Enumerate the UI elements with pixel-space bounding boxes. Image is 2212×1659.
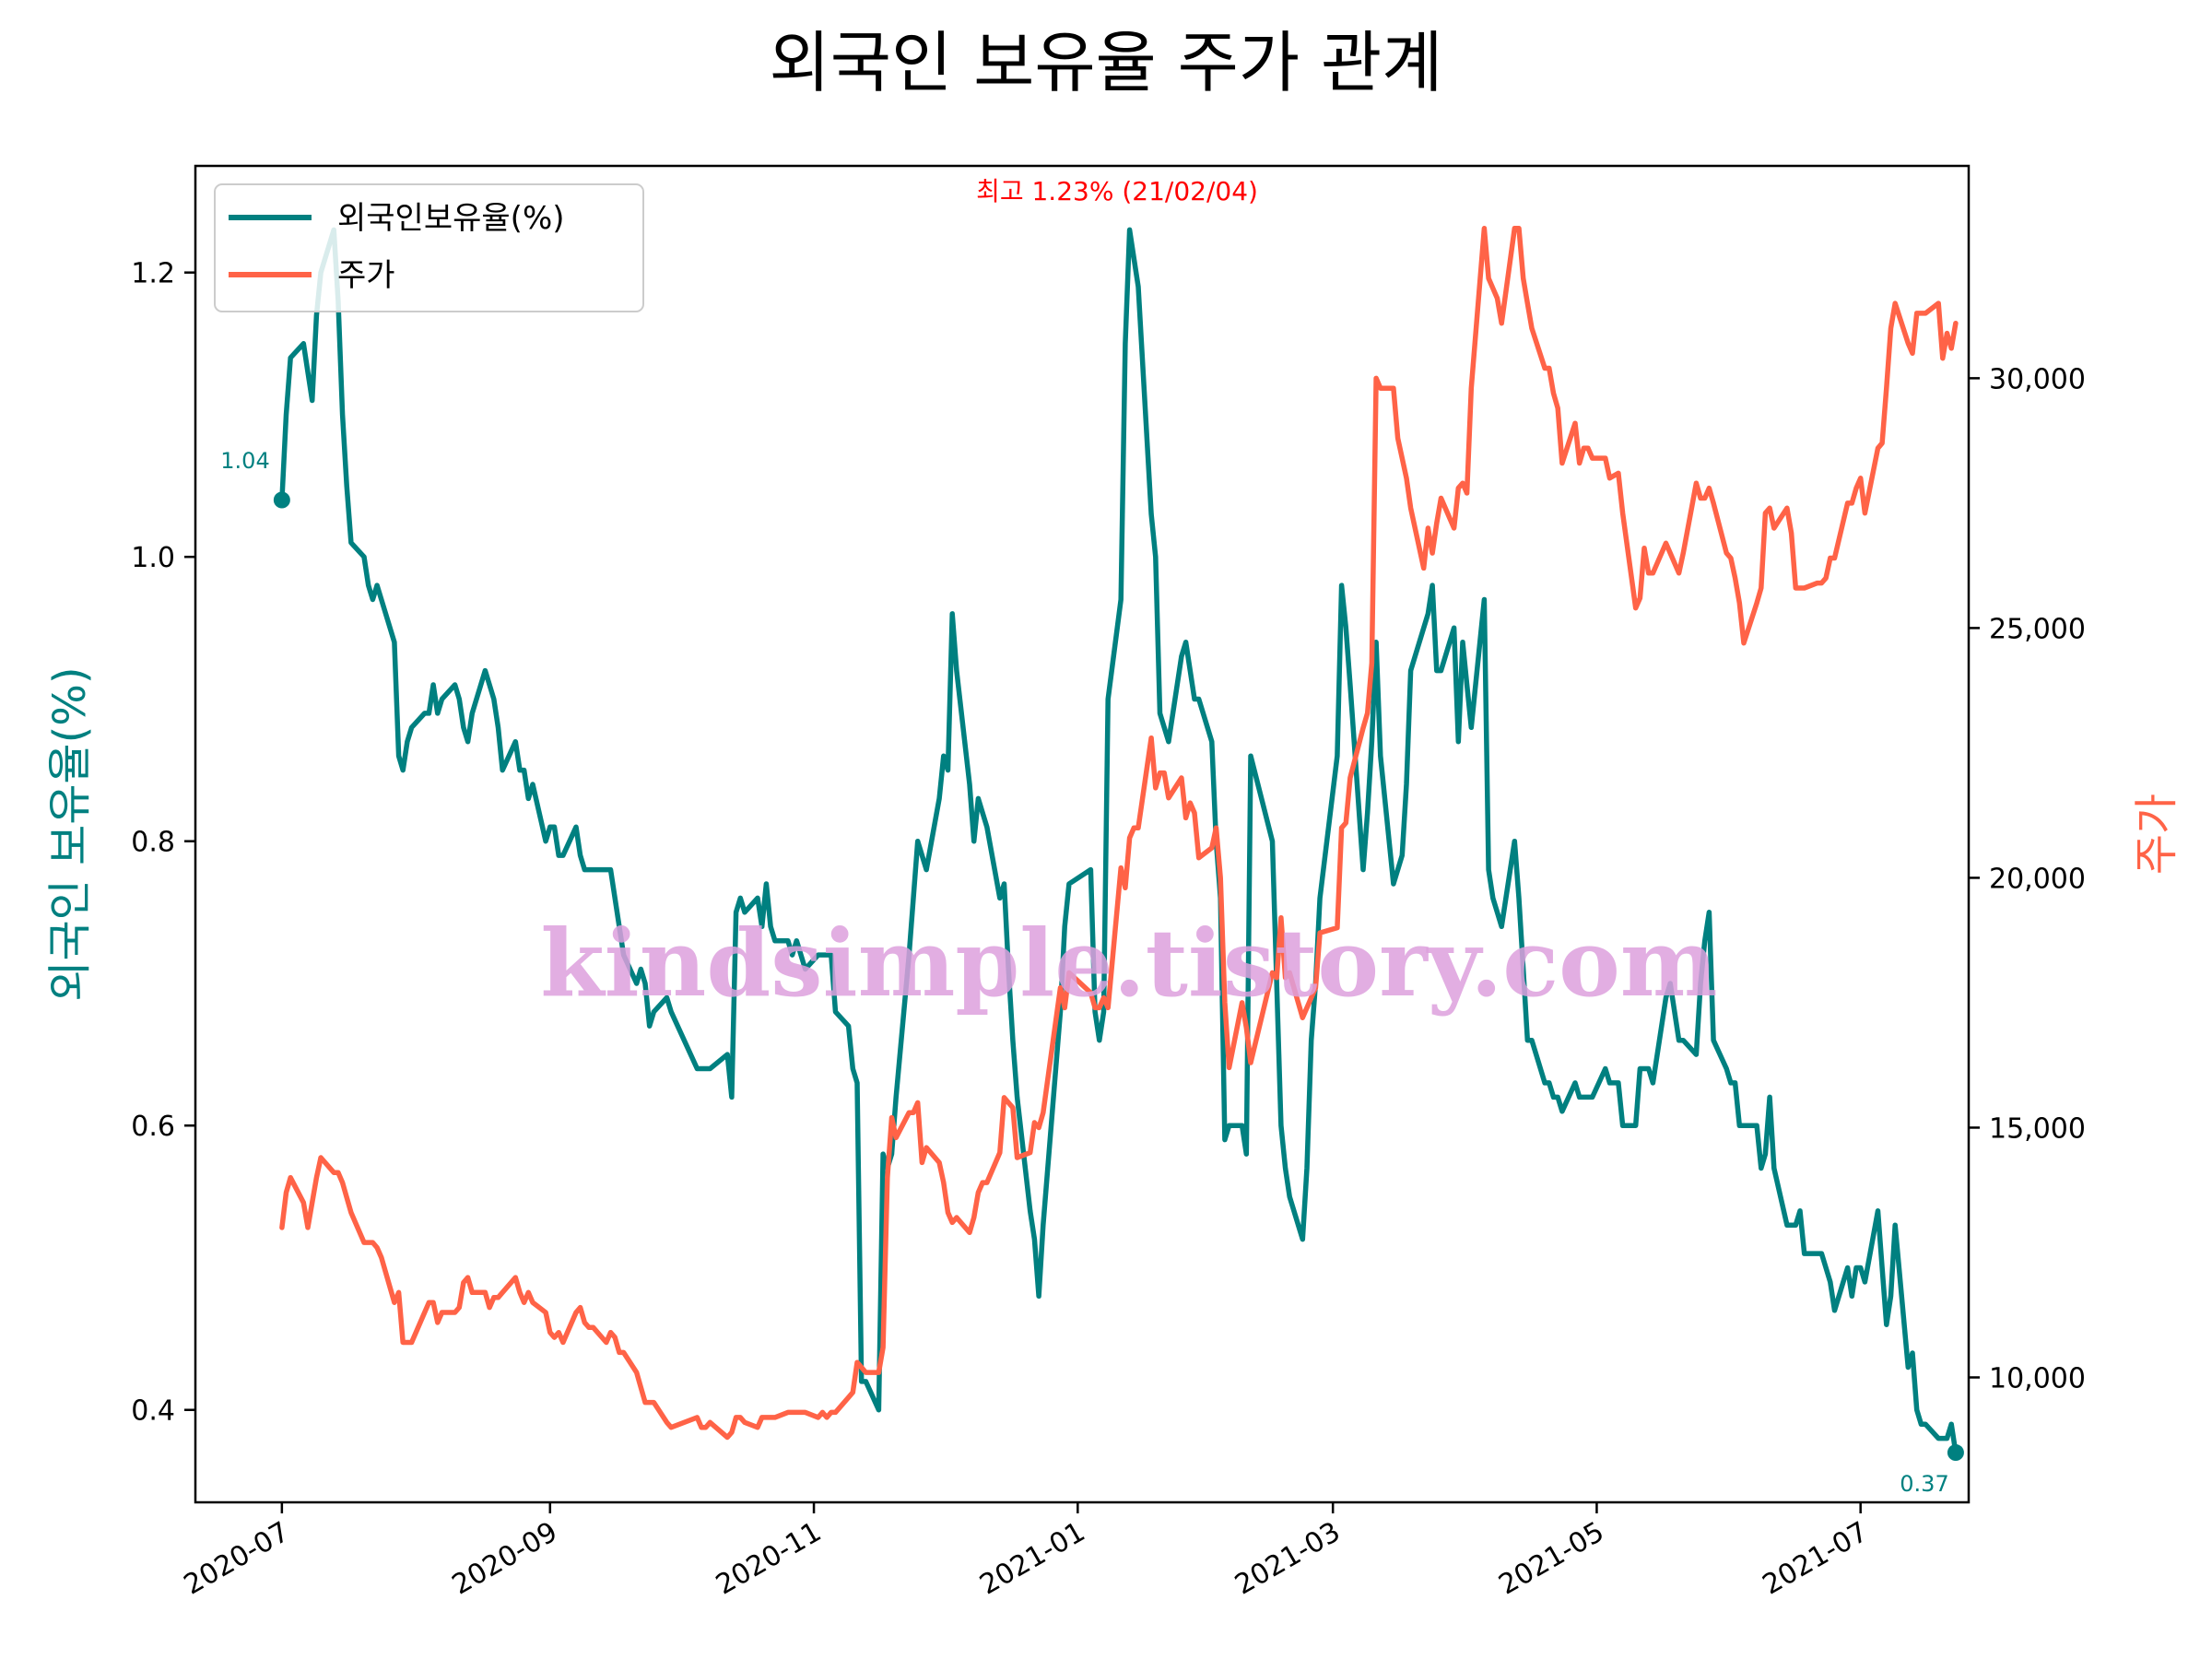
marker-layer [273, 491, 1964, 1462]
end-point-marker [1947, 1444, 1964, 1462]
x-tick-label: 2021-03 [1230, 1516, 1346, 1602]
right-axis-label: 주가 [2131, 794, 2183, 875]
max-value-label: 최고 1.23% (21/02/04) [976, 176, 1258, 206]
start-point-marker [273, 491, 290, 509]
left-tick-label: 0.6 [131, 1111, 175, 1143]
legend-label-holding: 외국인보유율(%) [337, 200, 565, 237]
plot-frame [194, 164, 1971, 1504]
plot-area-border [194, 164, 1971, 1504]
x-tick-label: 2021-07 [1758, 1516, 1874, 1602]
right-tick-label: 20,000 [1989, 863, 2086, 895]
start-value-label: 1.04 [220, 448, 269, 474]
chart-title: 외국인 보유율 주가 관계 [769, 24, 1442, 101]
x-tick-label: 2020-11 [711, 1516, 827, 1602]
legend-label-price: 주가 [337, 257, 395, 294]
x-axis-ticks: 2020-07 2020-09 2020-11 2021-01 2021-03 2021-… [179, 1502, 1874, 1602]
left-axis-ticks: 0.4 0.6 0.8 1.0 1.2 [131, 258, 195, 1428]
left-tick-label: 1.0 [131, 542, 175, 574]
x-tick-label: 2020-07 [179, 1516, 295, 1602]
watermark: kindsimple.tistory.com [540, 909, 1717, 1018]
right-axis-ticks: 10,000 15,000 20,000 25,000 30,000 [1969, 363, 2086, 1394]
right-tick-label: 30,000 [1989, 363, 2086, 395]
left-tick-label: 1.2 [131, 258, 175, 290]
x-tick-label: 2021-01 [974, 1516, 1090, 1602]
right-tick-label: 25,000 [1989, 613, 2086, 645]
right-tick-label: 10,000 [1989, 1362, 2086, 1394]
left-axis-label: 외국인 보유율(%) [44, 666, 96, 1001]
x-tick-label: 2021-05 [1493, 1516, 1609, 1602]
legend-box [214, 183, 644, 312]
left-tick-label: 0.4 [131, 1395, 175, 1428]
series-layer [279, 226, 1959, 1455]
end-value-label: 0.37 [1900, 1471, 1948, 1497]
legend: 외국인보유율(%) 주가 [214, 183, 644, 312]
right-tick-label: 15,000 [1989, 1112, 2086, 1145]
series-line-holding [279, 227, 1959, 1455]
series-line-price [279, 226, 1959, 1441]
x-tick-label: 2020-09 [447, 1516, 563, 1602]
left-tick-label: 0.8 [131, 827, 175, 859]
